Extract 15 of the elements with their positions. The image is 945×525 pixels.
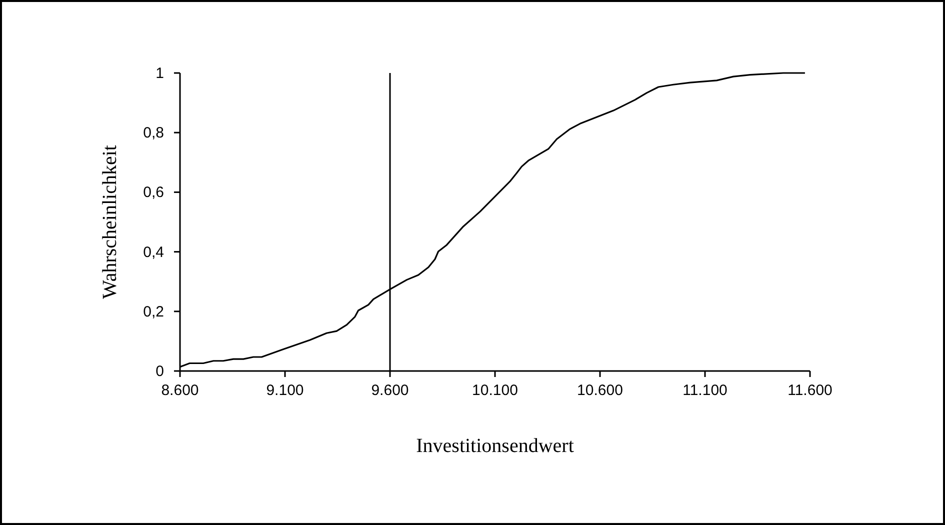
x-axis-title: Investitionsendwert [416,435,574,457]
x-tick-label: 11.100 [682,382,728,399]
y-tick-label: 1 [156,65,164,82]
x-tick-label: 9.100 [266,382,304,399]
x-tick-label: 10.100 [472,382,518,399]
x-tick-label: 11.600 [788,382,832,399]
y-tick-label: 0 [156,363,164,380]
y-tick-label: 0,8 [143,124,164,142]
x-tick-label: 10.600 [577,382,623,399]
y-tick-label: 0,6 [143,184,164,202]
y-axis-title: Wahrscheinlichkeit [99,144,121,299]
x-tick-label: 9.600 [371,382,409,399]
x-tick-label: 8.600 [161,382,199,399]
y-tick-label: 0,4 [143,244,164,261]
y-tick-label: 0,2 [143,303,164,320]
